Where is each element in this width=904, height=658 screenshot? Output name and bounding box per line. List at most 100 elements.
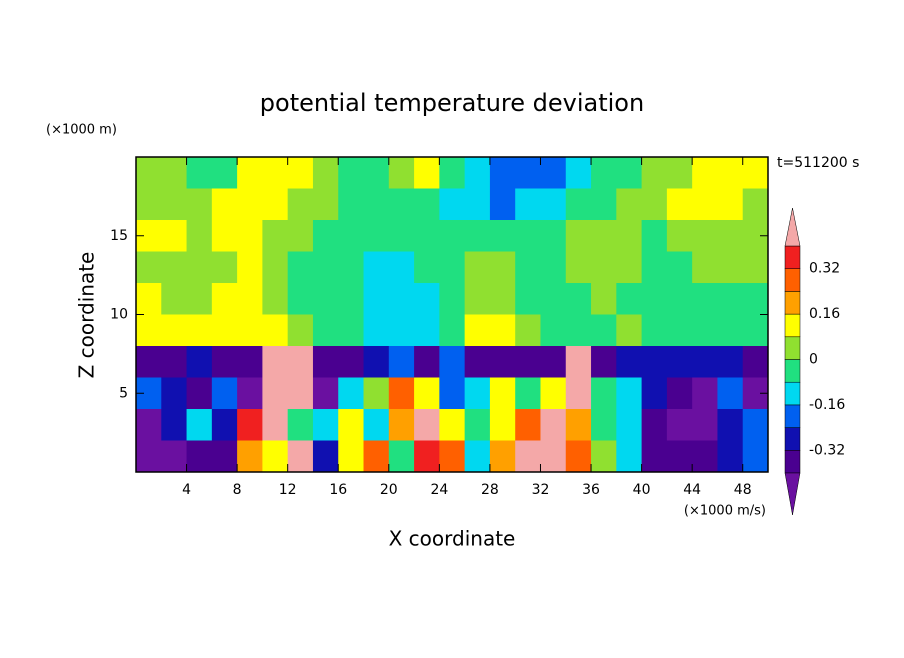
contour-cell bbox=[666, 314, 693, 347]
contour-cell bbox=[616, 220, 643, 252]
contour-cell bbox=[136, 188, 162, 221]
contour-cell bbox=[388, 314, 415, 347]
colorbar-box bbox=[784, 313, 801, 338]
contour-cell bbox=[287, 283, 314, 315]
contour-cell bbox=[414, 377, 440, 410]
contour-cell bbox=[464, 409, 491, 441]
contour-cell bbox=[591, 251, 617, 284]
contour-cell bbox=[186, 346, 213, 378]
contour-cell bbox=[591, 440, 617, 473]
contour-cell bbox=[262, 409, 289, 441]
colorbar-box bbox=[784, 245, 801, 269]
x-tick-label: 28 bbox=[481, 482, 499, 498]
contour-cell bbox=[489, 220, 516, 252]
contour-cell bbox=[666, 346, 693, 378]
contour-cell bbox=[591, 157, 617, 189]
contour-cell bbox=[616, 251, 643, 284]
contour-cell bbox=[161, 314, 188, 347]
x-tick-label: 48 bbox=[734, 482, 752, 498]
contour-cell bbox=[489, 409, 516, 441]
contour-cell bbox=[717, 409, 744, 441]
contour-cell bbox=[515, 409, 541, 441]
contour-cell bbox=[287, 220, 314, 252]
contour-cell bbox=[464, 314, 491, 347]
contour-cell bbox=[515, 283, 541, 315]
contour-cell bbox=[211, 346, 238, 378]
contour-cell bbox=[388, 157, 415, 189]
contour-cell bbox=[439, 440, 466, 473]
x-tick-label: 16 bbox=[329, 482, 347, 498]
contour-cell bbox=[439, 157, 466, 189]
contour-cell bbox=[692, 409, 718, 441]
contour-cell bbox=[666, 220, 693, 252]
contour-cell bbox=[641, 251, 668, 284]
contour-cell bbox=[312, 440, 339, 473]
x-unit: (×1000 m/s) bbox=[684, 504, 766, 519]
contour-cell bbox=[515, 251, 541, 284]
contour-cell bbox=[388, 283, 415, 315]
contour-cell bbox=[540, 314, 567, 347]
contour-cell bbox=[616, 283, 643, 315]
y-tick-label: 10 bbox=[110, 307, 128, 323]
contour-cell bbox=[338, 283, 365, 315]
contour-cell bbox=[742, 251, 769, 284]
contour-cell bbox=[414, 157, 440, 189]
contour-cell bbox=[211, 440, 238, 473]
contour-cell bbox=[692, 188, 718, 221]
contour-cell bbox=[641, 283, 668, 315]
contour-cell bbox=[287, 251, 314, 284]
contour-cell bbox=[692, 283, 718, 315]
contour-cell bbox=[717, 157, 744, 189]
contour-cell bbox=[186, 283, 213, 315]
contour-cell bbox=[262, 157, 289, 189]
colorbar-box bbox=[784, 427, 801, 451]
contour-cell bbox=[641, 314, 668, 347]
contour-cell bbox=[591, 220, 617, 252]
contour-cell bbox=[742, 283, 769, 315]
contour-cell bbox=[388, 188, 415, 221]
contour-cell bbox=[186, 377, 213, 410]
contour-cell bbox=[414, 188, 440, 221]
contour-cell bbox=[692, 157, 718, 189]
contour-cell bbox=[515, 188, 541, 221]
contour-cell bbox=[591, 188, 617, 221]
contour-cell bbox=[439, 283, 466, 315]
contour-cell bbox=[489, 157, 516, 189]
contour-cell bbox=[489, 440, 516, 473]
contour-cell bbox=[540, 251, 567, 284]
contour-cell bbox=[414, 440, 440, 473]
contour-cell bbox=[616, 346, 643, 378]
y-tick-label: 15 bbox=[110, 228, 128, 244]
contour-cell bbox=[692, 346, 718, 378]
contour-cell bbox=[211, 157, 238, 189]
contour-cell bbox=[515, 157, 541, 189]
contour-cell bbox=[439, 220, 466, 252]
contour-cell bbox=[565, 157, 592, 189]
contour-cell bbox=[641, 346, 668, 378]
contour-cell bbox=[717, 283, 744, 315]
x-tick-label: 20 bbox=[380, 482, 398, 498]
contour-cell bbox=[262, 220, 289, 252]
contour-cell bbox=[237, 220, 263, 252]
contour-cell bbox=[338, 377, 365, 410]
contour-cell bbox=[312, 157, 339, 189]
colorbar-box bbox=[784, 336, 801, 360]
contour-cell bbox=[641, 220, 668, 252]
contour-cell bbox=[717, 377, 744, 410]
contour-cell bbox=[363, 377, 390, 410]
contour-cell bbox=[489, 251, 516, 284]
contour-cell bbox=[515, 346, 541, 378]
contour-cell bbox=[540, 377, 567, 410]
contour-cell bbox=[742, 409, 769, 441]
contour-cell bbox=[363, 157, 390, 189]
y-unit: (×1000 m) bbox=[46, 123, 117, 138]
contour-cell bbox=[186, 314, 213, 347]
contour-cell bbox=[388, 409, 415, 441]
contour-cell bbox=[186, 440, 213, 473]
contour-cell bbox=[515, 220, 541, 252]
contour-cell bbox=[287, 314, 314, 347]
contour-cell bbox=[540, 440, 567, 473]
contour-cell bbox=[616, 440, 643, 473]
contour-cell bbox=[439, 251, 466, 284]
contour-cell bbox=[287, 188, 314, 221]
